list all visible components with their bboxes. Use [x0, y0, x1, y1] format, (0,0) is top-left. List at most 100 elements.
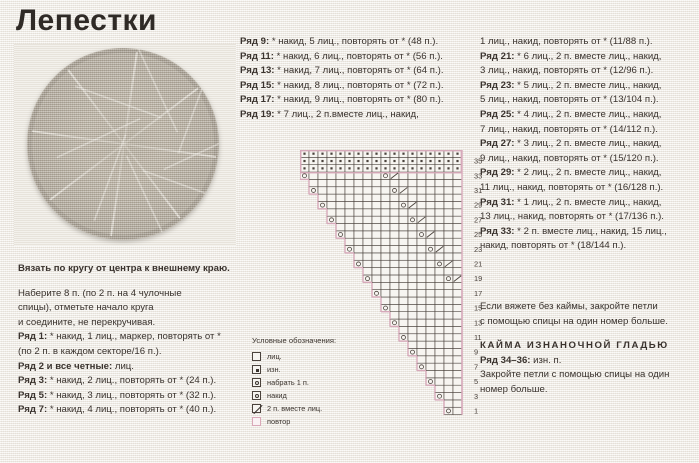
row-instruction: Ряд 21: * 6 лиц., 2 п. вместе лиц., наки…	[480, 50, 695, 65]
row-label: Ряд 1:	[18, 331, 48, 343]
row-label: Ряд 7:	[18, 404, 48, 416]
chart-row-number: 11	[474, 333, 482, 342]
left-intro-line: и соедините, не перекручивая.	[18, 316, 156, 328]
row-text: накид, повторять от * (18/144 п.).	[480, 240, 627, 252]
row-text: * 2 лиц., 2 п. вместе лиц., накид,	[514, 167, 662, 179]
left-heading: Вязать по кругу от центра к внешнему кра…	[18, 263, 230, 274]
row-text: * накид, 4 лиц., повторять от * (40 п.).	[47, 404, 217, 416]
row-instruction: Ряд 7: * накид, 4 лиц., повторять от * (…	[18, 403, 246, 418]
row-label: Ряд 5:	[18, 389, 48, 401]
row-label: Ряд 27:	[480, 138, 515, 150]
row-text: * 3 лиц., 2 п. вместе лиц., накид,	[514, 138, 662, 150]
tail-line: Закройте петли с помощью спицы на один	[480, 369, 670, 381]
row-instruction: 3 лиц., накид, повторять от * (12/96 п.)…	[480, 64, 695, 79]
row-label: Ряд 19:	[240, 108, 275, 120]
row-text: * 1 лиц., 2 п. вместе лиц., накид,	[514, 196, 662, 208]
doily-petal	[124, 48, 211, 154]
chart-row-number: 33	[474, 171, 482, 180]
row-text: (по 2 п. в каждом секторе/16 п.).	[18, 345, 162, 357]
row-instruction: (по 2 п. в каждом секторе/16 п.).	[18, 345, 246, 360]
chart-row-number: 25	[474, 230, 482, 239]
row-label: Ряд 34–36:	[480, 354, 531, 366]
row-label: Ряд 21:	[480, 50, 515, 62]
chart-row-number: 17	[474, 289, 482, 298]
doily-spoke	[49, 143, 125, 201]
row-instruction: накид, повторять от * (18/144 п.).	[480, 239, 695, 254]
doily-petal	[139, 78, 219, 171]
doily-petal	[93, 134, 180, 240]
legend-item-repeat: повтор	[252, 415, 370, 428]
row-instruction: Ряд 15: * накид, 8 лиц., повторять от * …	[240, 79, 480, 94]
row-text: 7 лиц., накид, повторять от * (14/112 п.…	[480, 123, 658, 135]
knitting-chart: 1 3 5 7 9 11 13 15 17 19 21 23 25 27 29 31 33 35	[300, 150, 482, 420]
row-label: Ряд 9:	[240, 36, 270, 47]
chart-row-number: 15	[474, 304, 482, 313]
row-instruction: Ряд 27: * 3 лиц., 2 п. вместе лиц., наки…	[480, 137, 695, 152]
legend-item-label: накид	[267, 390, 287, 400]
row-text: * 2 п. вместе лиц., накид, 15 лиц.,	[514, 225, 667, 237]
doily-image	[27, 48, 219, 240]
row-text: * накид, 9 лиц., повторять от * (80 п.).	[274, 94, 444, 106]
legend-item-label: набрать 1 п.	[267, 377, 309, 387]
row-instruction: 1 лиц., накид, повторять от * (11/88 п.)…	[480, 35, 695, 50]
row-text: * накид, 7 лиц., повторять от * (64 п.).	[274, 65, 444, 77]
doily-spoke	[123, 143, 181, 219]
legend-item-purl: изн.	[252, 363, 370, 376]
legend-item-label: лиц.	[267, 351, 282, 361]
row-label: Ряд 25:	[480, 108, 515, 120]
chart-legend: Условные обозначения: лиц. изн. набрать …	[252, 336, 370, 428]
legend-item-label: изн.	[267, 364, 281, 374]
knit-symbol-icon	[252, 352, 261, 361]
row-instruction: Ряд 31: * 1 лиц., 2 п. вместе лиц., наки…	[480, 196, 695, 211]
row-text: 5 лиц., накид, повторять от * (13/104 п.…	[480, 94, 659, 106]
row-text: 13 лиц., накид, повторять от * (17/136 п…	[480, 211, 664, 223]
legend-item-yarn-over: накид	[252, 389, 370, 402]
row-label: Ряд 33:	[480, 225, 515, 237]
row-instruction: 5 лиц., накид, повторять от * (13/104 п.…	[480, 93, 695, 108]
row-label: Ряд 11:	[240, 50, 274, 62]
instructions-right-bottom: Если вяжете без каймы, закройте петли с …	[480, 300, 695, 398]
legend-item-cast-on: набрать 1 п.	[252, 376, 370, 389]
doily-spoke	[110, 143, 125, 237]
chart-row-number: 19	[474, 274, 482, 283]
row-text: лиц.	[112, 360, 134, 372]
left-intro-line: спицы), отметьте начало круга	[18, 302, 154, 314]
chart-row-number: 5	[474, 377, 478, 386]
row-text: * накид, 8 лиц., повторять от * (72 п.).	[274, 79, 444, 91]
row-text: * 7 лиц., 2 п.вместе лиц., накид,	[274, 108, 419, 120]
doily-spoke	[123, 143, 217, 158]
note-line: Если вяжете без каймы, закройте петли	[480, 301, 658, 312]
pattern-photo	[14, 44, 236, 246]
legend-item-k2tog: 2 п. вместе лиц.	[252, 402, 370, 415]
row-text: * 5 лиц., 2 п. вместе лиц., накид,	[514, 79, 662, 91]
row-instruction: Ряд 1: * накид, 1 лиц., маркер, повторят…	[18, 330, 246, 345]
repeat-symbol-icon	[252, 417, 261, 426]
row-text: 3 лиц., накид, повторять от * (12/96 п.)…	[480, 65, 654, 77]
row-text: * накид, 1 лиц., маркер, повторять от *	[47, 331, 221, 343]
chart-row-number: 31	[474, 186, 482, 195]
chart-row-number: 27	[474, 215, 482, 224]
row-text: * накид, 2 лиц., повторять от * (24 п.).	[47, 375, 217, 387]
doily-petal	[86, 48, 179, 157]
row-instruction: Ряд 23: * 5 лиц., 2 п. вместе лиц., наки…	[480, 79, 695, 94]
purl-symbol-icon	[252, 365, 261, 374]
doily-rim	[28, 49, 218, 239]
row-instruction: Ряд 34–36: изн. п.	[480, 354, 695, 369]
row-instruction: Ряд 2 и все четные: лиц.	[18, 360, 246, 375]
row-text: 11 лиц., накид, повторять от * (16/128 п…	[480, 181, 664, 193]
doily-spoke	[67, 69, 125, 145]
yarn-over-symbol-icon	[252, 391, 261, 400]
row-text: * накид, 5 лиц., повторять от * (48 п.).	[269, 36, 439, 47]
chart-row-number: 1	[474, 407, 478, 416]
row-label: Ряд 3:	[18, 375, 48, 387]
section-heading: КАЙМА ИЗНАНОЧНОЙ ГЛАДЬЮ	[480, 340, 669, 352]
row-instruction: Ряд 3: * накид, 2 лиц., повторять от * (…	[18, 374, 246, 389]
row-instruction: 9 лиц., накид, повторять от * (15/120 п.…	[480, 152, 695, 167]
row-instruction: 13 лиц., накид, повторять от * (17/136 п…	[480, 210, 695, 225]
note-line: с помощью спицы на один номер больше.	[480, 315, 668, 327]
row-instruction: Ряд 33: * 2 п. вместе лиц., накид, 15 ли…	[480, 225, 695, 240]
row-label: Ряд 13:	[240, 65, 275, 77]
row-text: * 6 лиц., 2 п. вместе лиц., накид,	[514, 50, 662, 62]
legend-title: Условные обозначения:	[252, 336, 337, 345]
